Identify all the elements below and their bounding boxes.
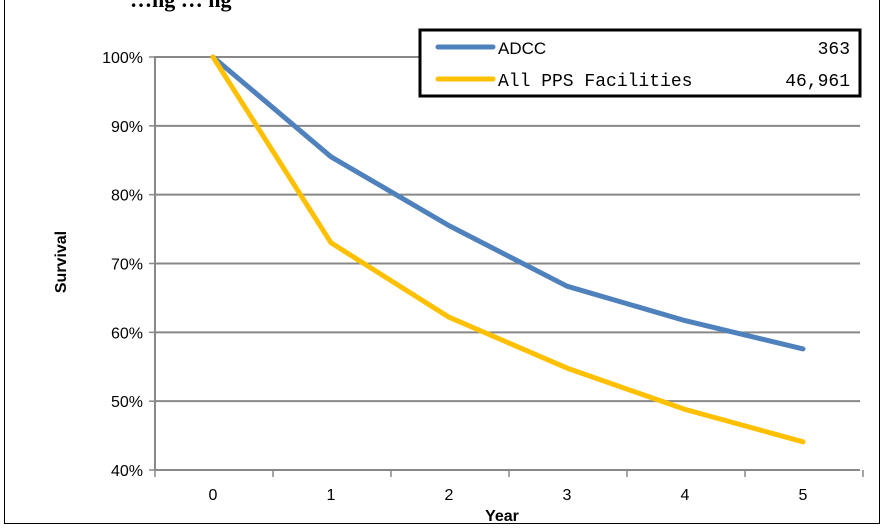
legend-count: 363 [818, 40, 850, 60]
chart-title-text: …ng … ng [130, 0, 231, 12]
y-tick-label: 100% [102, 50, 143, 67]
axes: 40% 50% 60% 70% 80% 90% 100% 0 1 2 3 4 5 [102, 50, 864, 504]
legend: ADCC 363 All PPS Facilities 46,961 [418, 28, 862, 98]
series-line-0 [210, 54, 806, 352]
x-tick-label: 1 [327, 487, 336, 504]
legend-count: 46,961 [785, 72, 850, 92]
legend-label: ADCC [498, 39, 546, 58]
y-tick-label: 70% [111, 257, 143, 274]
y-tick-label: 80% [111, 188, 143, 205]
y-tick-label: 40% [111, 463, 143, 480]
x-tick-label: 3 [563, 487, 572, 504]
y-tick-label: 60% [111, 325, 143, 342]
chart-title: …ng … ng [130, 0, 231, 13]
x-tick-label: 0 [209, 487, 218, 504]
series-line-1 [210, 54, 806, 445]
chart-frame [4, 0, 880, 524]
y-tick-label: 90% [111, 119, 143, 136]
x-tick-label: 2 [445, 487, 454, 504]
legend-box [418, 28, 862, 98]
y-axis-title: Survival [53, 231, 70, 293]
x-tick-label: 4 [681, 487, 690, 504]
x-axis-title: Year [485, 508, 519, 525]
gridlines [155, 56, 860, 403]
y-tick-label: 50% [111, 394, 143, 411]
x-tick-label: 5 [799, 487, 808, 504]
legend-label: All PPS Facilities [498, 72, 692, 92]
series-lines [210, 54, 806, 445]
